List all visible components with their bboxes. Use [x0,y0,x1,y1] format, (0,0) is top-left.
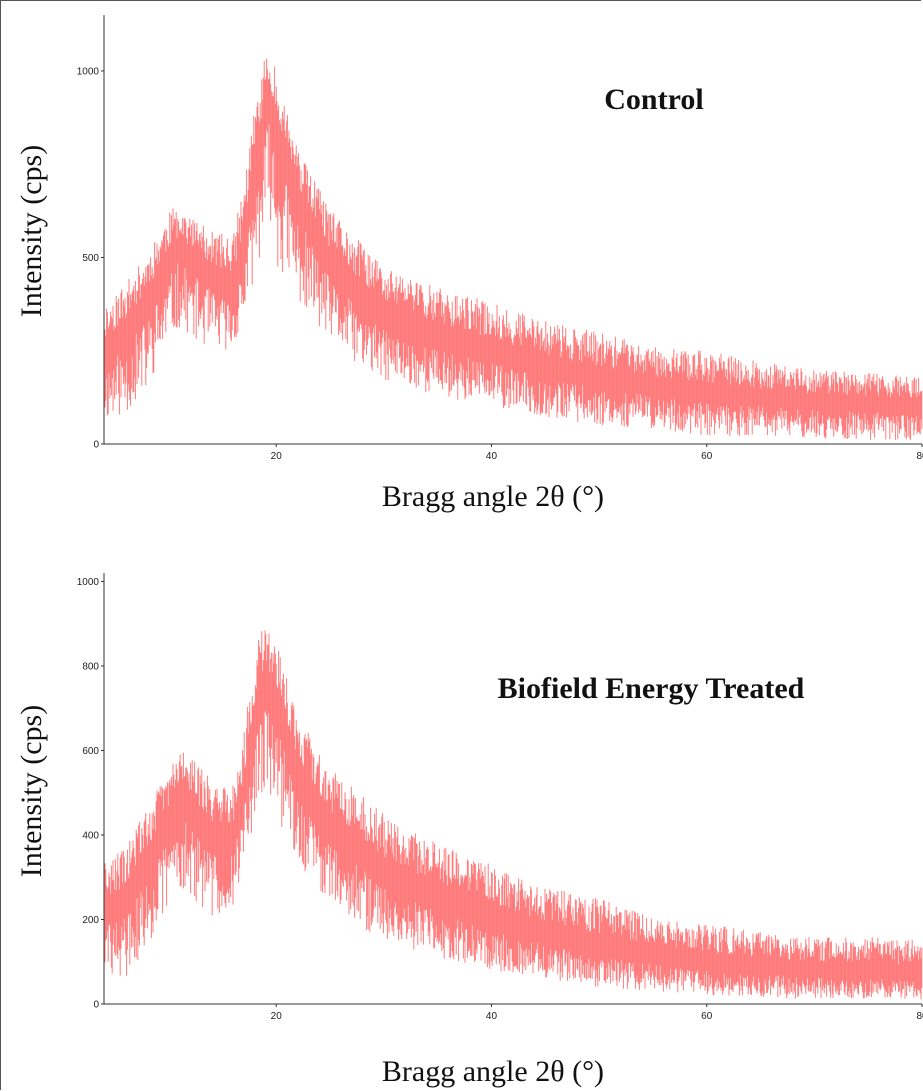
x-tick-label: 60 [701,451,713,462]
y-tick-label: 1000 [77,577,100,588]
y-tick-label: 0 [93,440,99,451]
panel-title: Control [604,83,703,116]
xrd-pattern-band [104,58,923,441]
y-tick-label: 200 [82,915,99,926]
y-axis-label: Intensity (cps) [15,145,48,317]
y-tick-label: 800 [82,661,99,672]
y-axis-label: Intensity (cps) [15,705,48,877]
xrd-pattern-band [104,630,923,1000]
panel-title: Biofield Energy Treated [498,672,805,705]
x-tick-label: 20 [271,451,283,462]
x-tick-label: 80 [916,1011,923,1022]
x-tick-label: 80 [916,451,923,462]
x-axis-label: Bragg angle 2θ (°) [382,1055,604,1088]
y-tick-label: 500 [82,253,99,264]
x-tick-label: 40 [486,451,498,462]
y-tick-label: 600 [82,746,99,757]
x-tick-label: 20 [271,1011,283,1022]
x-axis-label: Bragg angle 2θ (°) [382,480,604,513]
x-tick-label: 40 [486,1011,498,1022]
y-tick-label: 400 [82,830,99,841]
x-tick-label: 60 [701,1011,713,1022]
chart-panel-2: 0 200 400 600 800 1000 20 40 60 80 Intensity (cps)… [15,573,923,1088]
chart-panel-1: 0 500 1000 20 40 60 80 Intensity (cps) Bragg ang… [15,15,923,513]
y-tick-label: 0 [93,1000,99,1011]
y-tick-label: 1000 [77,66,100,77]
